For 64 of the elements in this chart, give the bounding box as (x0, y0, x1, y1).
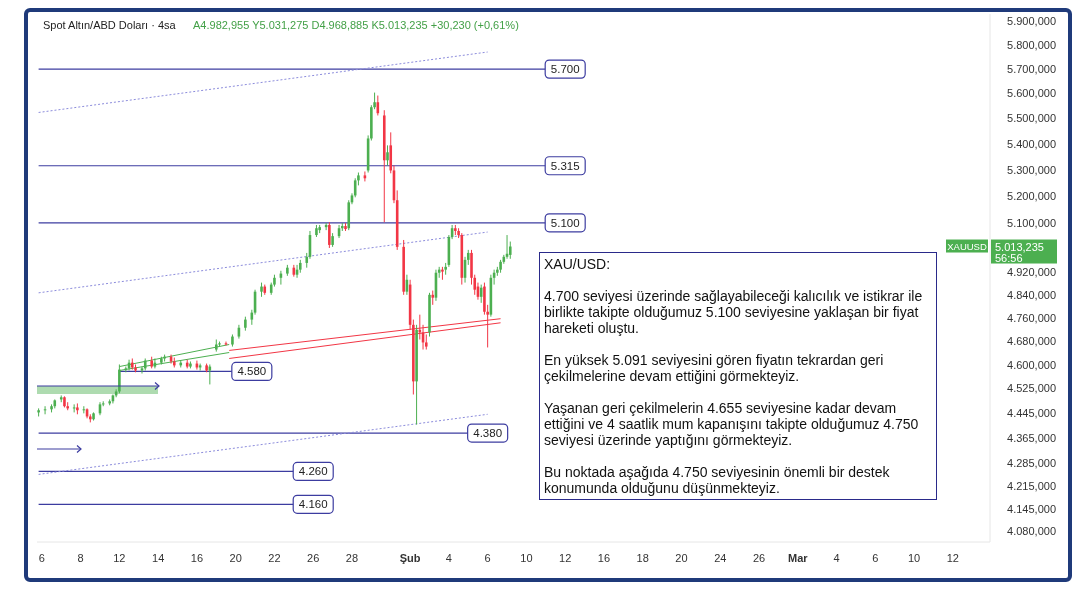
x-tick-label: 28 (345, 552, 359, 564)
y-tick-label: 4.760,000 (1007, 312, 1056, 325)
annotation: En yüksek 5.091 seviyesini gören fiyatın tekrardan geri çekilmelerine devam ettiğini görmekteyiz. (544, 352, 885, 384)
y-tick-label: 5.200,000 (1007, 189, 1056, 202)
chart-subtitle: A4.982,955 Y5.031,275 D4.968,885 K5.013,235 +30,230 (+0,61%) (193, 19, 519, 31)
y-tick-label: 5.400,000 (1007, 137, 1056, 150)
chart-title: Spot Altın/ABD Doları · 4sa (43, 19, 176, 31)
x-tick-label: 26 (307, 552, 320, 564)
x-tick-label: 12 (946, 552, 959, 564)
x-tick-label: 4 (445, 552, 452, 564)
ref-line-label: 4.160 (298, 498, 328, 511)
y-tick-label: 5.800,000 (1007, 39, 1056, 51)
x-tick-label: 4 (833, 552, 840, 564)
y-tick-label: 4.600,000 (1007, 359, 1056, 372)
x-tick-label: 10 (907, 552, 921, 564)
y-tick-label: 5.700,000 (1007, 63, 1056, 76)
y-tick-label: 4.365,000 (1007, 431, 1056, 444)
x-tick-label: 8 (77, 552, 84, 564)
x-tick-label: 20 (229, 552, 242, 564)
x-tick-label: 6 (484, 552, 491, 564)
annotation: XAU/USD: (544, 256, 612, 272)
x-tick-label: 16 (597, 552, 611, 564)
x-tick-label: 12 (559, 552, 572, 564)
x-tick-label: Şub (399, 552, 421, 564)
x-tick-label: 10 (520, 552, 533, 564)
ref-line-label: 5.700 (550, 63, 580, 76)
x-tick-label: 22 (268, 552, 281, 564)
candlestick (328, 221, 331, 249)
y-tick-label: 4.285,000 (1007, 457, 1056, 470)
y-tick-label: 5.100,000 (1007, 216, 1056, 229)
y-tick-label: 4.445,000 (1007, 406, 1056, 419)
x-tick-label: 26 (752, 552, 766, 564)
y-tick-label: 4.920,000 (1007, 266, 1056, 279)
y-tick-label: 5.300,000 (1007, 163, 1056, 176)
x-tick-label: 24 (714, 552, 727, 564)
y-tick-label: 4.680,000 (1007, 335, 1056, 348)
y-tick-label: 5.900,000 (1007, 15, 1056, 28)
x-tick-label: 16 (190, 552, 204, 564)
x-tick-label: 6 (872, 552, 879, 564)
y-tick-label: 4.525,000 (1007, 381, 1056, 394)
ref-line-label: 4.580 (237, 365, 267, 378)
annotation: XAUUSD (947, 240, 987, 252)
x-tick-label: 6 (38, 552, 45, 564)
ref-line-label: 4.380 (473, 427, 503, 440)
y-tick-label: 5.500,000 (1007, 112, 1056, 125)
annotation: Yaşanan geri çekilmelerin 4.655 seviyesine kadar devam ettiğini ve 4 saatlik mum kapanışını takipte olduğumuz 4.750 seviyesi üzerinde yaptığını görmekteyiz. (544, 400, 920, 448)
annotation: Bu noktada aşağıda 4.750 seviyesinin önemli bir destek konumunda olduğunu düşünmekteyiz. (544, 464, 891, 496)
x-tick-label: 12 (113, 552, 126, 564)
y-tick-label: 5.600,000 (1007, 87, 1056, 100)
x-tick-label: Mar (788, 552, 809, 564)
candlestick (386, 144, 389, 166)
ref-line-label: 4.260 (298, 465, 328, 478)
ref-line-label: 5.100 (550, 216, 580, 229)
annotation: 4.700 seviyesi üzerinde sağlayabileceği kalıcılık ve istikrar ile birlikte takipte olduğumuz 5.100 seviyesine yaklaşan bir fiyat hareketi oluştu. (544, 288, 924, 336)
x-tick-label: 18 (636, 552, 649, 564)
x-tick-label: 14 (152, 552, 165, 564)
y-tick-label: 4.145,000 (1007, 503, 1056, 516)
x-tick-label: 20 (675, 552, 688, 564)
text: 5.013,235 (995, 240, 1044, 253)
text: 56:56 (995, 251, 1023, 264)
ref-line-label: 5.315 (550, 159, 580, 172)
y-tick-label: 4.840,000 (1007, 289, 1056, 302)
y-tick-label: 4.080,000 (1007, 525, 1056, 538)
y-tick-label: 4.215,000 (1007, 480, 1056, 493)
